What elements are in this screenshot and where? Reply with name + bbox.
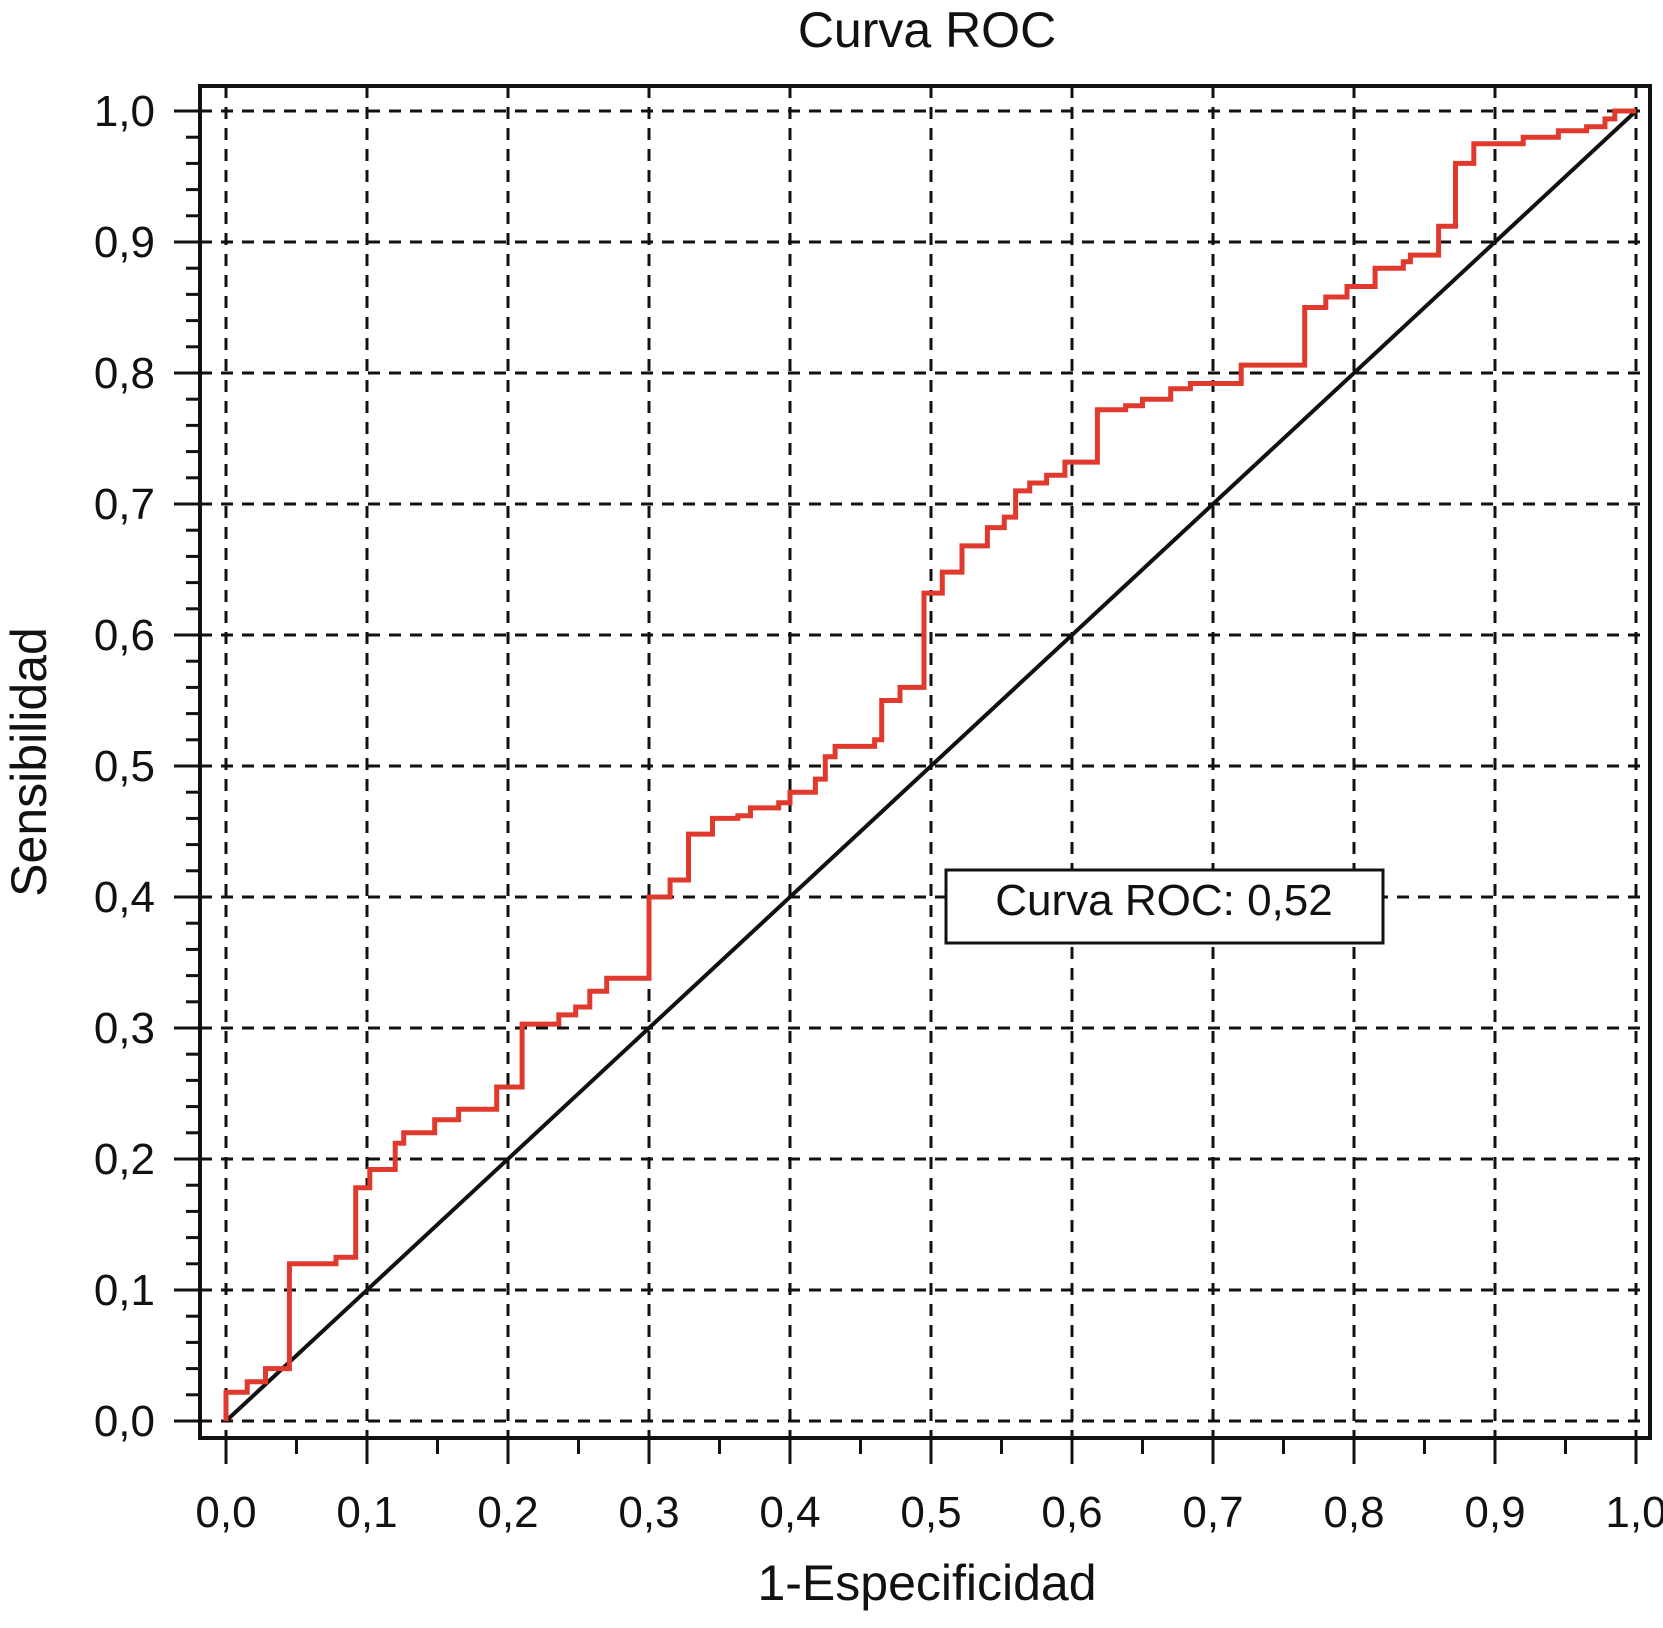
y-tick-label: 0,7 [94, 480, 155, 529]
y-tick-labels: 0,0 0,1 0,2 0,3 0,4 0,5 0,6 0,7 0,8 0,9 1,0 [94, 87, 155, 1446]
annotation-box: Curva ROC: 0,52 [944, 868, 1385, 945]
y-tick-label: 0,8 [94, 349, 155, 398]
x-tick-label: 0,4 [759, 1488, 820, 1537]
y-tick-label: 0,5 [94, 742, 155, 791]
annotation-frame [944, 868, 1385, 945]
x-tick-labels: 0,0 0,1 0,2 0,3 0,4 0,5 0,6 0,7 0,8 0,9 1,0 [195, 1488, 1663, 1537]
y-tick-label: 0,2 [94, 1135, 155, 1184]
plot-frame [198, 84, 1652, 1440]
grid-lines [200, 86, 1650, 1438]
x-tick-label: 0,1 [336, 1488, 397, 1537]
y-axis-label: Sensibilidad [1, 627, 57, 897]
y-tick-label: 0,6 [94, 611, 155, 660]
x-tick-label: 0,9 [1464, 1488, 1525, 1537]
y-tick-label: 1,0 [94, 87, 155, 136]
y-tick-label: 0,0 [94, 1397, 155, 1446]
x-tick-label: 0,8 [1323, 1488, 1384, 1537]
x-tick-label: 0,0 [195, 1488, 256, 1537]
chart-title: Curva ROC [798, 2, 1056, 58]
x-tick-label: 0,3 [618, 1488, 679, 1537]
y-tick-label: 0,4 [94, 873, 155, 922]
x-axis-label: 1-Especificidad [757, 1555, 1096, 1611]
x-tick-label: 0,5 [900, 1488, 961, 1537]
y-tick-label: 0,9 [94, 218, 155, 267]
annotation-text: Curva ROC: 0,52 [995, 876, 1332, 925]
reference-line [224, 109, 1638, 1423]
y-tick-label: 0,1 [94, 1266, 155, 1315]
x-tick-label: 0,6 [1041, 1488, 1102, 1537]
x-tick-label: 0,7 [1182, 1488, 1243, 1537]
axis-ticks [174, 109, 1638, 1464]
y-tick-label: 0,3 [94, 1004, 155, 1053]
roc-curve-line [223, 108, 1636, 1421]
x-tick-label: 0,2 [477, 1488, 538, 1537]
x-tick-label: 1,0 [1605, 1488, 1663, 1537]
